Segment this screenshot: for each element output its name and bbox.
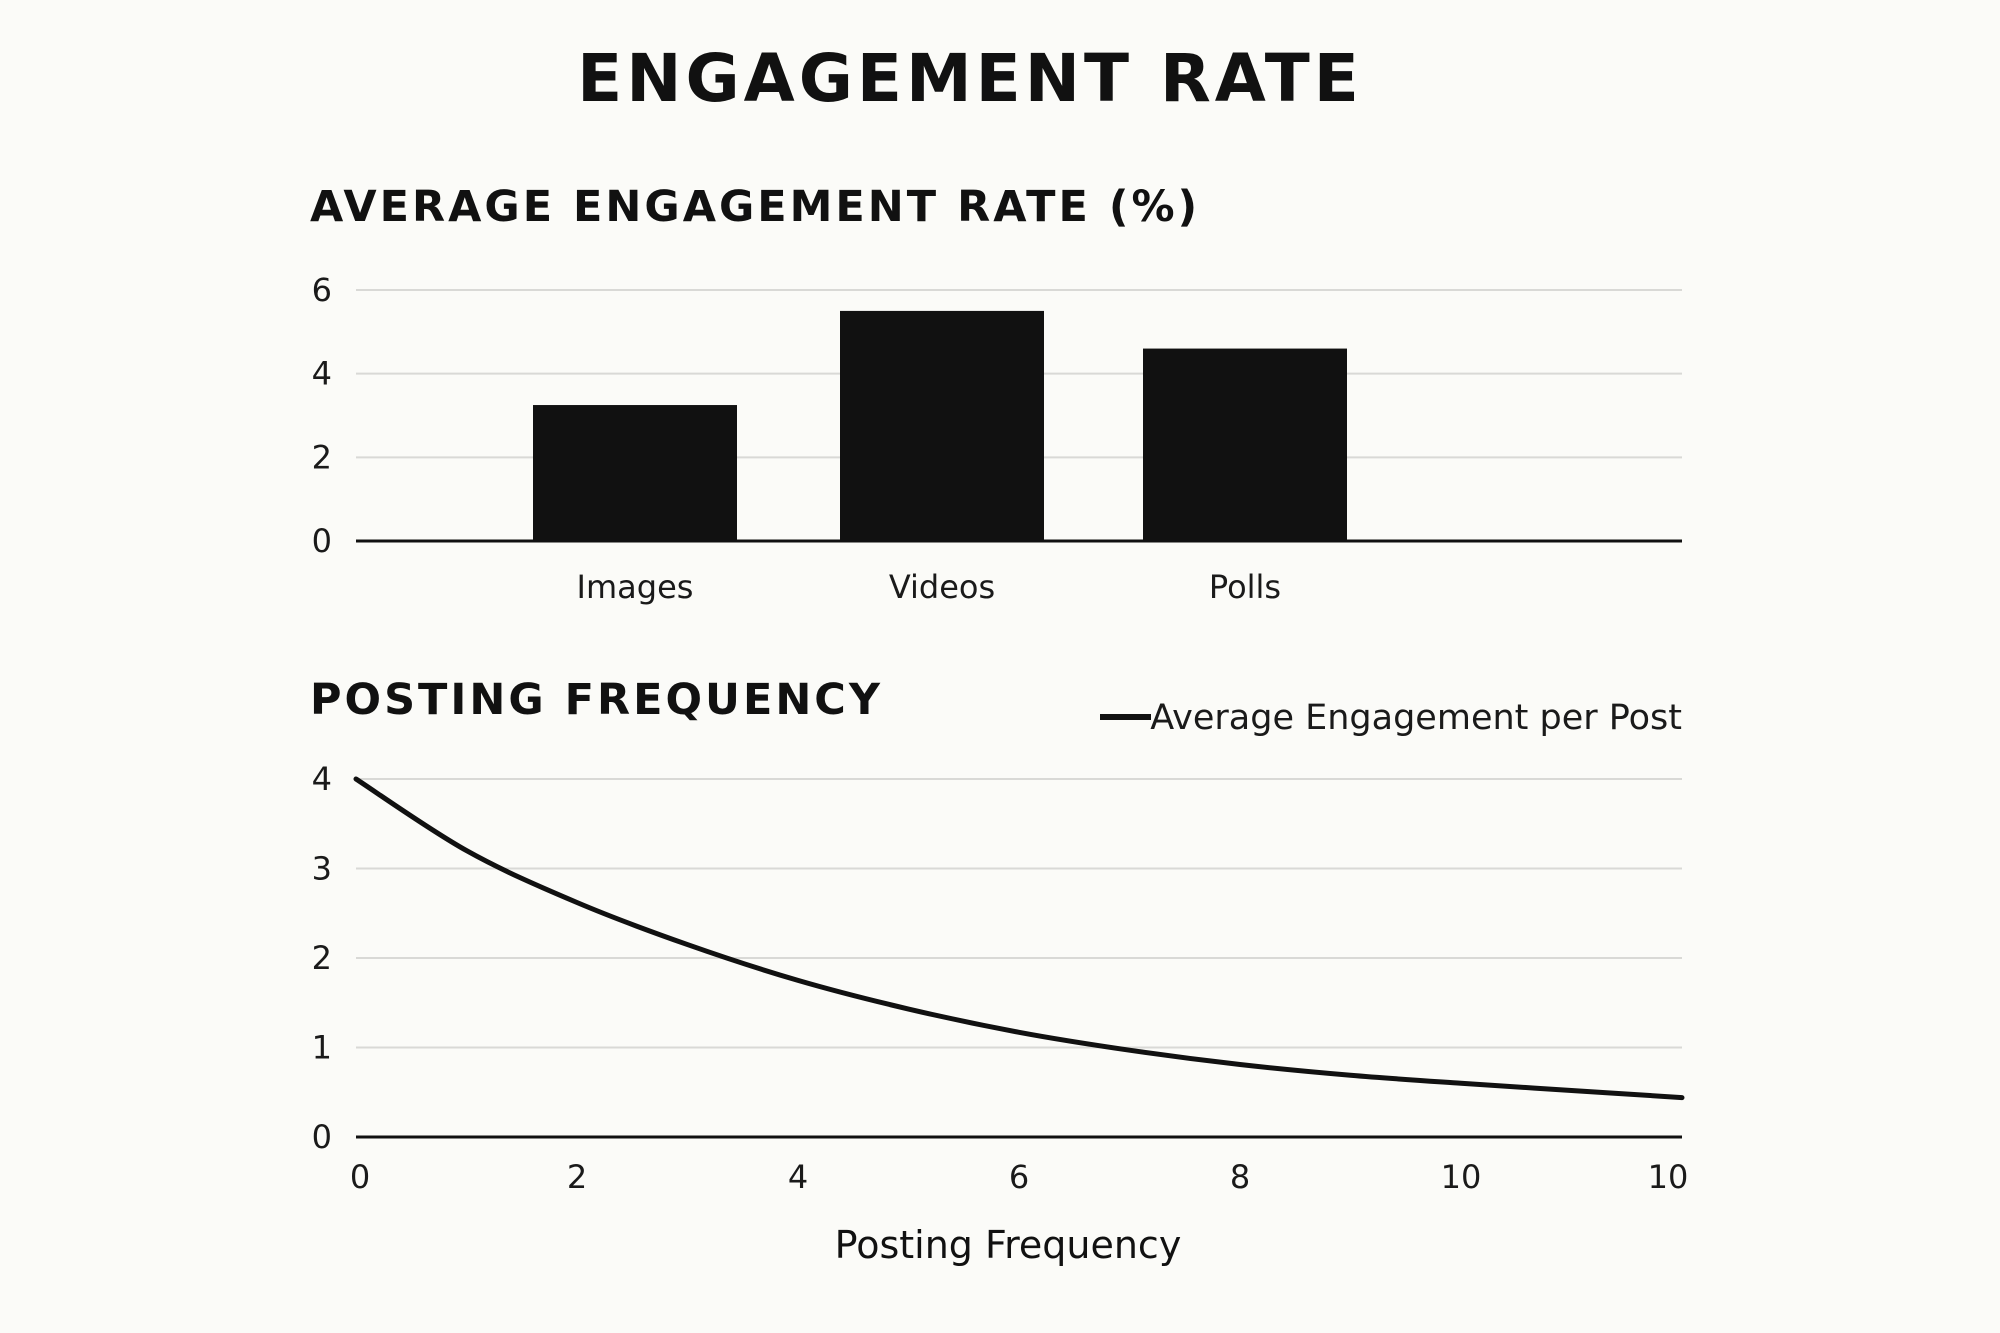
line-x-tick-label: 0 (350, 1158, 370, 1196)
line-y-tick-label: 3 (312, 850, 332, 888)
line-x-tick-label: 4 (788, 1158, 808, 1196)
bar-y-tick-label: 2 (312, 438, 332, 476)
line-chart-title: POSTING FREQUENCY (310, 675, 884, 725)
line-y-tick-label: 1 (312, 1029, 332, 1067)
bar-y-tick-label: 0 (312, 522, 332, 560)
line-y-tick-label: 4 (312, 760, 332, 798)
line-x-tick-label: 10 (1648, 1158, 1689, 1196)
bar-videos (840, 310, 1044, 541)
line-y-tick-label: 0 (312, 1118, 332, 1156)
legend-label: Average Engagement per Post (1150, 698, 1682, 738)
line-x-tick-label: 8 (1230, 1158, 1250, 1196)
line-x-tick-label: 10 (1441, 1158, 1482, 1196)
main-title: ENGAGEMENT RATE (577, 40, 1363, 117)
series-line-0 (353, 776, 1685, 1101)
bar-images (533, 405, 737, 541)
line-x-tick-label: 2 (567, 1158, 587, 1196)
bar-category-label: Images (577, 568, 694, 606)
line-x-axis-label: Posting Frequency (835, 1223, 1182, 1267)
bar-chart: 0 2 4 6 Images Videos Polls (312, 271, 1682, 606)
bar-y-tick-label: 4 (312, 355, 332, 393)
bar-polls (1143, 348, 1347, 541)
bar-chart-title: AVERAGE ENGAGEMENT RATE (%) (310, 182, 1201, 232)
line-y-tick-label: 2 (312, 939, 332, 977)
bar-category-label: Videos (889, 568, 995, 606)
line-x-tick-label: 6 (1009, 1158, 1029, 1196)
line-chart: 0 1 2 3 4 0 2 4 6 8 10 10 Posting Frequency Average E… (312, 698, 1689, 1267)
bar-y-tick-label: 6 (312, 271, 332, 309)
bar-category-label: Polls (1209, 568, 1281, 606)
